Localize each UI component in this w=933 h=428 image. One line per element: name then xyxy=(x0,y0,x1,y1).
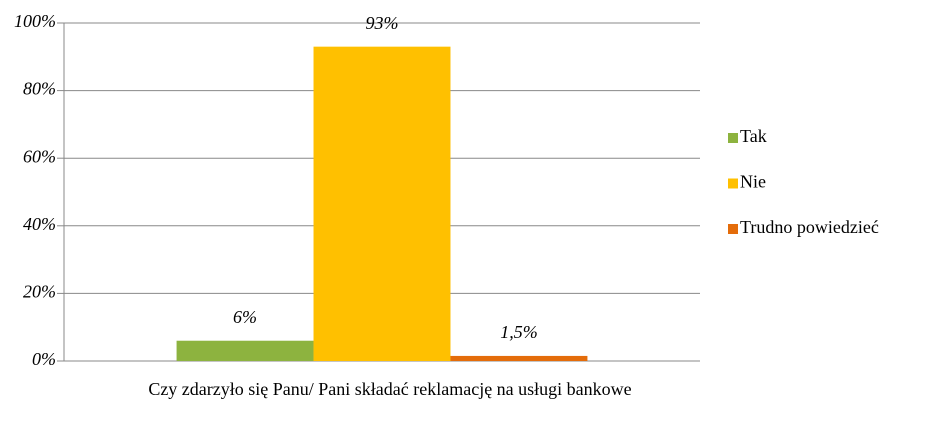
bar xyxy=(176,340,314,361)
legend-swatch xyxy=(728,224,738,234)
bar xyxy=(313,46,451,361)
y-tick-label: 40% xyxy=(23,214,56,234)
legend-label: Tak xyxy=(740,126,767,146)
value-label: 1,5% xyxy=(500,322,538,342)
legend-swatch xyxy=(728,133,738,143)
y-tick-label: 0% xyxy=(32,349,56,369)
legend-label: Trudno powiedzieć xyxy=(740,217,879,237)
y-tick-label: 20% xyxy=(23,282,56,302)
bar xyxy=(450,355,588,361)
legend-label: Nie xyxy=(740,172,766,192)
y-tick-label: 100% xyxy=(14,11,56,31)
y-tick-label: 80% xyxy=(23,79,56,99)
value-label: 6% xyxy=(233,307,257,327)
y-tick-label: 60% xyxy=(23,146,56,166)
x-tick-label: Czy zdarzyło się Panu/ Pani składać rekl… xyxy=(148,379,632,399)
value-label: 93% xyxy=(366,13,399,33)
legend-swatch xyxy=(728,178,738,189)
